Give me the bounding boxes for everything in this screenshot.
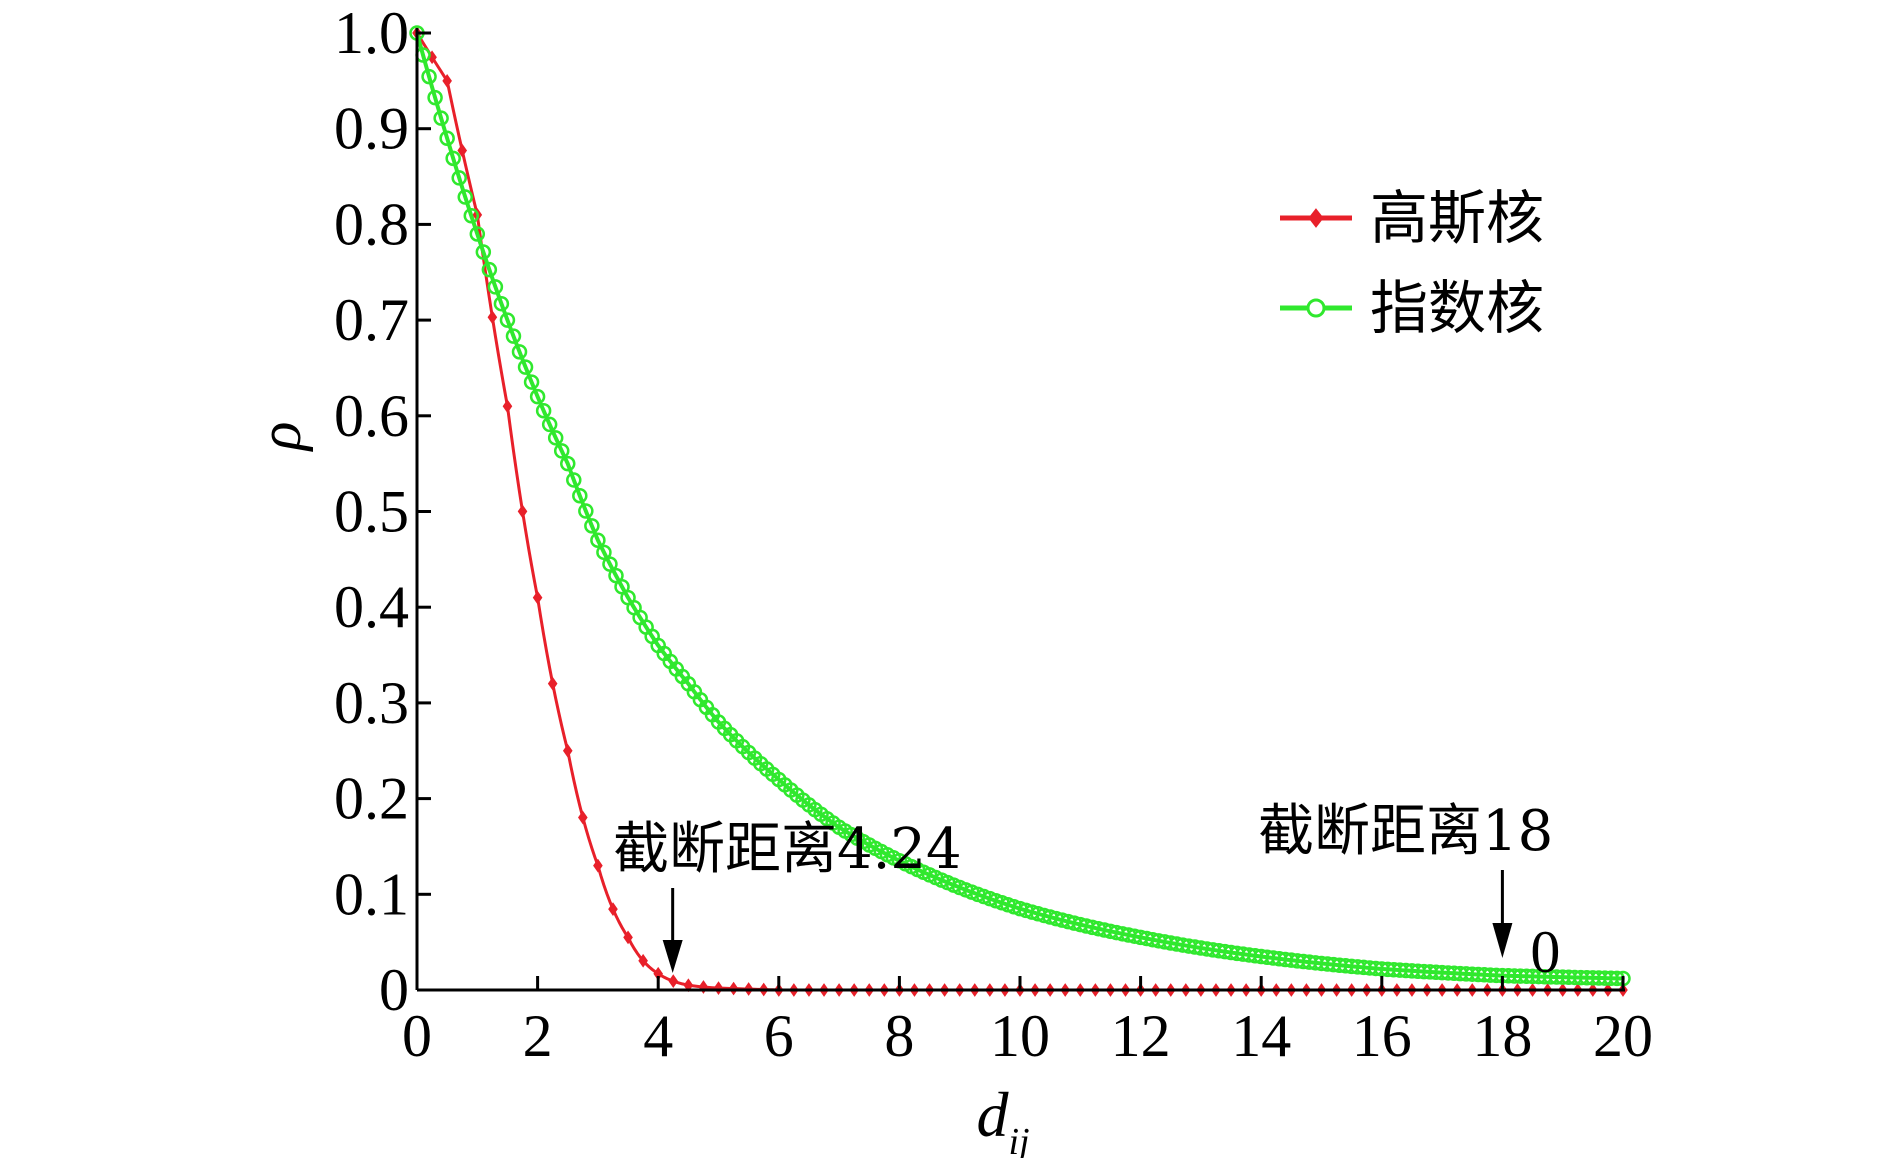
y-tick-label: 0.9 bbox=[334, 96, 409, 162]
data-point bbox=[547, 430, 564, 446]
y-tick-label: 0.8 bbox=[334, 191, 409, 257]
data-point bbox=[523, 374, 540, 390]
x-tick-label: 0 bbox=[402, 1003, 432, 1069]
data-point bbox=[566, 472, 582, 488]
data-point bbox=[469, 226, 486, 242]
annotation-cutoff-18: 截断距离18 0 bbox=[1258, 799, 1560, 985]
annotations: 截断距离4.24 截断距离18 0 bbox=[613, 799, 1560, 985]
data-point bbox=[578, 503, 594, 519]
data-point bbox=[445, 150, 461, 167]
data-point bbox=[584, 518, 600, 534]
data-point bbox=[493, 295, 510, 312]
data-point bbox=[463, 207, 480, 224]
data-point bbox=[541, 416, 558, 433]
y-tick-label: 0.7 bbox=[334, 287, 409, 353]
data-point bbox=[590, 532, 606, 548]
data-point bbox=[596, 544, 612, 561]
y-tick-label: 0.6 bbox=[334, 383, 409, 449]
legend-item: 高斯核 bbox=[1280, 184, 1544, 252]
x-tick-label: 12 bbox=[1111, 1003, 1171, 1069]
y-axis-title: ρ bbox=[247, 422, 313, 453]
series-exponential-kernel bbox=[409, 25, 1631, 987]
data-point bbox=[487, 310, 498, 325]
data-point bbox=[487, 279, 504, 295]
data-point bbox=[442, 73, 452, 88]
data-point bbox=[593, 858, 603, 873]
data-point bbox=[572, 487, 588, 504]
x-tick-label: 20 bbox=[1593, 1003, 1653, 1069]
data-point bbox=[698, 980, 709, 994]
y-tick-label: 0.2 bbox=[334, 766, 409, 832]
annotation-value-label: 0 bbox=[1530, 919, 1560, 985]
data-point bbox=[499, 312, 516, 328]
annotation-arrow-head bbox=[662, 940, 683, 973]
y-tick-label: 0.5 bbox=[334, 479, 409, 545]
y-tick-label: 1.0 bbox=[334, 0, 409, 66]
legend-label: 高斯核 bbox=[1370, 184, 1544, 252]
data-point bbox=[562, 743, 573, 758]
data-point bbox=[535, 402, 552, 419]
legend-marker bbox=[1308, 208, 1324, 228]
annotation-label: 截断距离4.24 bbox=[613, 817, 962, 882]
legend-marker bbox=[1306, 298, 1326, 318]
data-point bbox=[560, 455, 576, 472]
data-point bbox=[517, 359, 534, 375]
annotation-label: 截断距离18 bbox=[1258, 799, 1553, 864]
data-point bbox=[608, 902, 618, 916]
data-point bbox=[439, 130, 455, 147]
data-point bbox=[532, 590, 543, 605]
y-tick-label: 0 bbox=[379, 957, 409, 1023]
data-point bbox=[457, 189, 473, 205]
x-tick-label: 16 bbox=[1352, 1003, 1412, 1069]
data-point bbox=[602, 556, 618, 572]
x-axis-title: dij bbox=[976, 1079, 1029, 1158]
data-point bbox=[668, 974, 679, 989]
data-point bbox=[421, 68, 437, 85]
data-point bbox=[553, 443, 570, 459]
data-point bbox=[638, 953, 648, 968]
data-point bbox=[623, 930, 633, 945]
y-tick-label: 0.1 bbox=[334, 861, 409, 927]
x-tick-label: 8 bbox=[884, 1003, 914, 1069]
x-tick-label: 6 bbox=[764, 1003, 794, 1069]
x-tick-label: 10 bbox=[990, 1003, 1050, 1069]
y-tick-label: 0.4 bbox=[334, 574, 409, 640]
data-point bbox=[713, 981, 724, 995]
annotation-cutoff-4-24: 截断距离4.24 bbox=[613, 817, 962, 973]
x-tick-label: 4 bbox=[643, 1003, 673, 1069]
data-point bbox=[451, 170, 467, 186]
legend-item: 指数核 bbox=[1280, 274, 1544, 342]
data-point bbox=[529, 388, 546, 405]
data-point bbox=[505, 328, 522, 344]
data-point bbox=[517, 504, 528, 519]
y-tick-label: 0.3 bbox=[334, 670, 409, 736]
data-point bbox=[547, 676, 558, 691]
series-layer bbox=[409, 25, 1631, 997]
annotation-arrow-head bbox=[1492, 923, 1513, 958]
data-point bbox=[457, 143, 468, 158]
data-point bbox=[511, 344, 528, 360]
data-point bbox=[427, 89, 443, 106]
data-point bbox=[481, 261, 498, 278]
series-markers bbox=[409, 25, 1631, 987]
data-point bbox=[475, 244, 492, 260]
axes-layer: 0 2 4 6 8 10 12 14 16 18 20 0 0.1 0.2 0.3 0.4 0.5 0.6 0.7 0… bbox=[247, 0, 1653, 1158]
data-point bbox=[578, 810, 588, 825]
x-tick-label: 18 bbox=[1472, 1003, 1532, 1069]
x-tick-label: 14 bbox=[1231, 1003, 1291, 1069]
data-point bbox=[502, 399, 513, 414]
legend-label: 指数核 bbox=[1370, 274, 1544, 342]
x-tick-label: 2 bbox=[523, 1003, 553, 1069]
data-point bbox=[433, 110, 449, 126]
